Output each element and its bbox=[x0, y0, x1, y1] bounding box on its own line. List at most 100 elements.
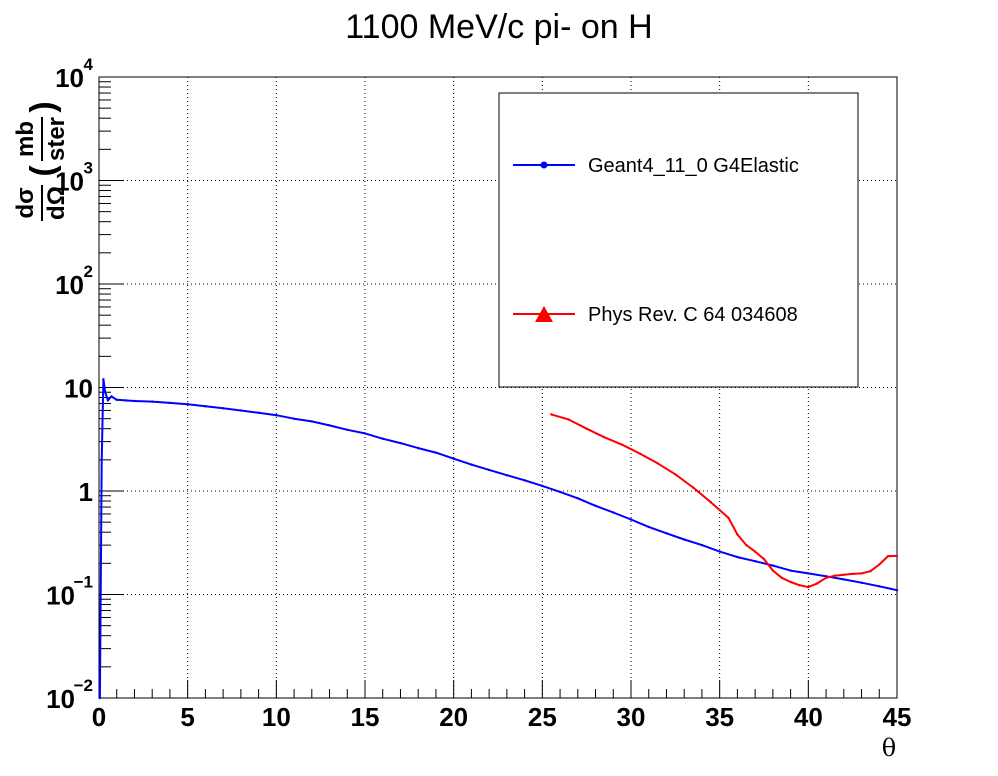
y-tick-base: 1 bbox=[79, 477, 93, 507]
series-point-0 bbox=[771, 564, 775, 567]
series-point-0 bbox=[381, 437, 384, 440]
y-tick-base: 10 bbox=[55, 167, 84, 197]
series-point-0 bbox=[363, 432, 367, 435]
y-tick-base: 10 bbox=[46, 684, 75, 714]
y-tick-label: 410 bbox=[55, 55, 93, 93]
y-tick-base: 10 bbox=[64, 374, 93, 404]
series-point-0 bbox=[168, 401, 172, 405]
series-point-1 bbox=[585, 427, 588, 430]
y-label-unit-denominator: ster bbox=[43, 117, 70, 161]
y-tick-label: −110 bbox=[46, 573, 93, 611]
series-point-0 bbox=[612, 511, 615, 514]
x-tick-label: 15 bbox=[351, 702, 380, 732]
x-tick-label: 30 bbox=[617, 702, 646, 732]
series-point-1 bbox=[807, 585, 810, 589]
series-point-1 bbox=[567, 418, 571, 421]
legend-label-geant4: Geant4_11_0 G4Elastic bbox=[588, 155, 799, 177]
series-point-0 bbox=[629, 518, 633, 521]
y-label-paren-close: ) bbox=[24, 101, 62, 112]
y-tick-base: 10 bbox=[55, 270, 84, 300]
y-tick-label: 310 bbox=[55, 159, 93, 197]
series-point-0 bbox=[275, 414, 278, 417]
y-axis-label: dσ dΩ ( mb ster ) bbox=[12, 101, 70, 221]
series-layer bbox=[98, 378, 899, 700]
series-point-0 bbox=[700, 543, 704, 547]
series-point-0 bbox=[186, 403, 189, 406]
x-tick-label: 35 bbox=[705, 702, 734, 732]
y-tick-label: 1 bbox=[79, 477, 93, 507]
series-point-0 bbox=[292, 417, 296, 420]
x-tick-label: 20 bbox=[439, 702, 468, 732]
series-point-1 bbox=[869, 570, 872, 573]
series-point-0 bbox=[100, 458, 103, 461]
y-label-unit-numerator: mb bbox=[12, 121, 39, 157]
legend-marker-physrev bbox=[535, 306, 553, 322]
series-point-1 bbox=[691, 486, 695, 489]
series-point-0 bbox=[665, 532, 668, 535]
series-point-1 bbox=[745, 543, 748, 547]
series-point-0 bbox=[110, 395, 113, 398]
series-point-1 bbox=[771, 569, 775, 572]
series-point-1 bbox=[860, 572, 863, 575]
y-tick-label: −210 bbox=[46, 676, 93, 714]
series-point-0 bbox=[736, 555, 739, 559]
series-point-0 bbox=[718, 550, 721, 553]
y-tick-exponent: −2 bbox=[74, 676, 93, 695]
series-point-1 bbox=[638, 452, 642, 455]
series-point-0 bbox=[102, 378, 105, 381]
series-point-0 bbox=[470, 463, 473, 466]
series-point-0 bbox=[133, 399, 136, 403]
series-point-0 bbox=[683, 538, 686, 541]
series-line-0 bbox=[98, 378, 898, 699]
chart-title: 1100 MeV/c pi- on H bbox=[345, 8, 652, 46]
series-point-0 bbox=[842, 578, 845, 581]
series-point-0 bbox=[346, 428, 349, 431]
series-point-0 bbox=[106, 399, 110, 402]
series-point-0 bbox=[647, 525, 650, 529]
y-label-numerator: dσ bbox=[12, 187, 39, 218]
series-point-1 bbox=[620, 443, 624, 446]
series-point-0 bbox=[895, 589, 899, 592]
series-point-1 bbox=[816, 582, 819, 585]
series-point-1 bbox=[674, 473, 677, 476]
series-point-1 bbox=[656, 462, 659, 465]
series-point-1 bbox=[798, 584, 801, 587]
series-point-0 bbox=[124, 399, 127, 402]
series-point-1 bbox=[824, 576, 828, 579]
series-point-0 bbox=[204, 405, 207, 408]
series-point-1 bbox=[736, 533, 739, 536]
y-tick-exponent: 4 bbox=[84, 55, 94, 74]
series-point-0 bbox=[151, 400, 154, 403]
series-point-1 bbox=[789, 580, 792, 584]
x-axis-label: θ bbox=[882, 734, 896, 762]
series-point-1 bbox=[753, 550, 757, 553]
series-point-0 bbox=[523, 479, 526, 482]
series-line-1 bbox=[550, 413, 898, 589]
y-tick-base: 10 bbox=[55, 63, 84, 93]
series-point-0 bbox=[860, 581, 863, 584]
series-point-0 bbox=[807, 572, 810, 575]
series-point-0 bbox=[594, 504, 597, 507]
series-point-1 bbox=[727, 516, 730, 520]
series-point-0 bbox=[452, 457, 455, 460]
series-point-0 bbox=[104, 391, 107, 394]
series-point-1 bbox=[842, 573, 845, 576]
series-point-1 bbox=[878, 563, 881, 566]
series-point-0 bbox=[221, 407, 225, 410]
series-point-0 bbox=[789, 569, 792, 572]
series-point-0 bbox=[558, 490, 562, 494]
series-point-0 bbox=[878, 585, 881, 588]
series-point-0 bbox=[239, 409, 243, 412]
y-tick-label: 210 bbox=[55, 262, 93, 300]
x-tick-label: 25 bbox=[528, 702, 557, 732]
series-point-1 bbox=[833, 574, 837, 577]
series-point-1 bbox=[762, 557, 766, 561]
series-point-1 bbox=[886, 554, 890, 558]
series-point-1 bbox=[895, 554, 899, 558]
series-point-1 bbox=[550, 413, 553, 416]
x-tick-label: 0 bbox=[92, 702, 106, 732]
x-tick-label: 45 bbox=[883, 702, 912, 732]
series-point-0 bbox=[310, 420, 313, 423]
